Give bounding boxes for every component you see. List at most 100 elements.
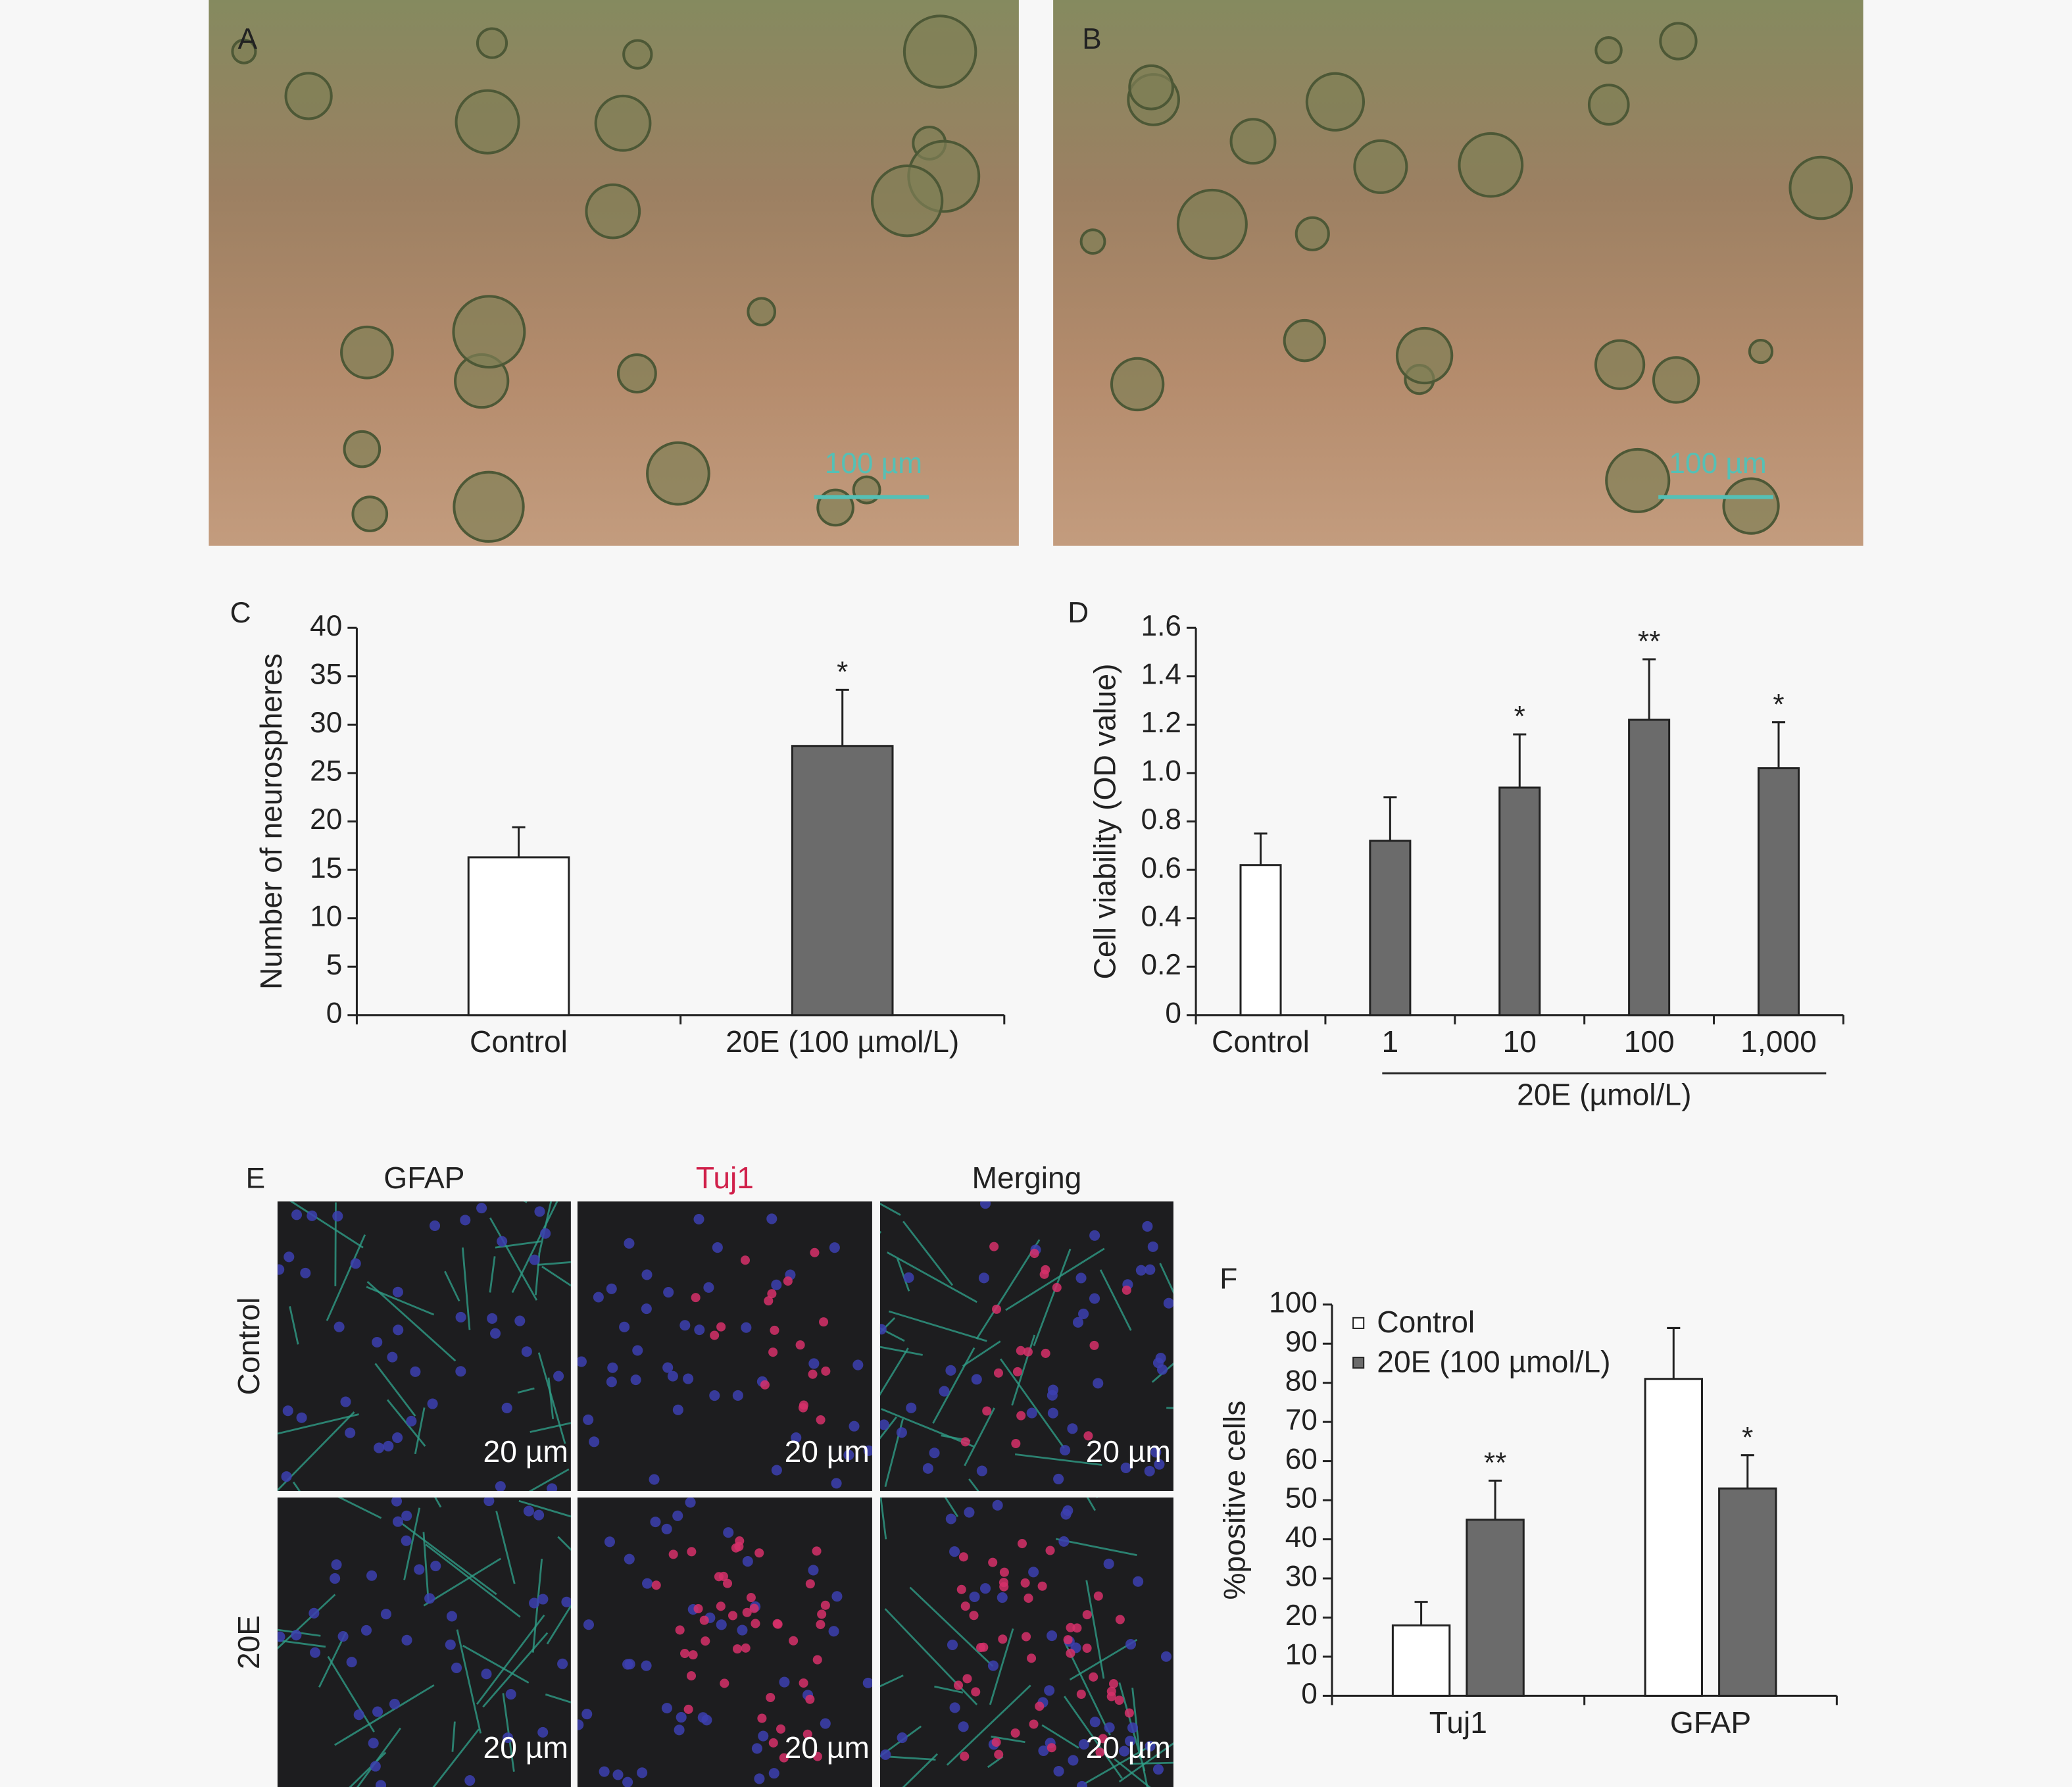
nucleus	[581, 1709, 593, 1720]
legend-label: Control	[1377, 1305, 1475, 1339]
neurosphere	[284, 72, 333, 120]
tuj1-cell	[821, 1366, 831, 1376]
nucleus	[624, 1553, 635, 1565]
y-tick-label: 0.6	[1141, 852, 1181, 884]
nucleus	[852, 1359, 864, 1371]
bar	[467, 856, 570, 1017]
y-tick-label: 70	[1285, 1404, 1318, 1436]
gfap-fiber	[423, 1557, 502, 1607]
y-axis-label: Cell viability (OD value)	[1088, 664, 1122, 980]
y-tick-label: 1.2	[1141, 707, 1181, 739]
nucleus	[768, 1768, 779, 1779]
nucleus	[604, 1536, 616, 1548]
tuj1-cell	[740, 1255, 751, 1265]
gfap-fiber	[530, 1422, 571, 1433]
nucleus	[929, 1447, 940, 1459]
scale-bar-label: 20 µm	[1086, 1434, 1171, 1469]
gfap-fiber	[944, 1498, 959, 1517]
tuj1-cell	[810, 1247, 820, 1257]
nucleus	[368, 1738, 379, 1749]
gfap-fiber	[502, 1693, 515, 1772]
nucleus	[808, 1565, 819, 1576]
nucleus	[330, 1573, 341, 1584]
nucleus	[969, 1591, 980, 1603]
nucleus	[1144, 1465, 1155, 1476]
tuj1-cell	[1108, 1679, 1119, 1689]
y-tick-label: 35	[310, 658, 342, 690]
neurosphere	[1652, 356, 1700, 404]
nucleus	[589, 1436, 600, 1447]
cells	[577, 1498, 872, 1787]
tuj1-cell	[1027, 1653, 1037, 1663]
nucleus	[979, 1201, 991, 1209]
nucleus	[540, 1228, 551, 1239]
nucleus	[346, 1657, 357, 1668]
bar	[1391, 1624, 1451, 1697]
bar	[1466, 1519, 1525, 1697]
tuj1-cell	[1082, 1610, 1092, 1620]
nucleus	[843, 1449, 854, 1461]
gfap-fiber	[962, 1340, 1001, 1367]
neurosphere	[340, 325, 394, 380]
scale-bar-label: 20 µm	[483, 1434, 568, 1469]
column-header: Tuj1	[696, 1161, 754, 1195]
gfap-fiber	[881, 1408, 975, 1447]
neurosphere	[1176, 188, 1248, 260]
tuj1-cell	[994, 1749, 1004, 1759]
nucleus	[296, 1412, 307, 1423]
nucleus	[537, 1594, 549, 1605]
neurosphere	[452, 295, 526, 369]
nucleus	[1135, 1265, 1147, 1276]
bar	[1239, 864, 1282, 1017]
nucleus	[1060, 1445, 1071, 1456]
y-tick-label: 60	[1285, 1443, 1318, 1475]
nucleus	[553, 1371, 564, 1382]
tuj1-cell	[1089, 1672, 1098, 1682]
y-tick-label: 0	[1301, 1678, 1318, 1710]
y-tick-label: 5	[326, 949, 343, 981]
gfap-fiber	[541, 1265, 571, 1287]
nucleus	[372, 1336, 383, 1348]
neurosphere	[455, 89, 520, 155]
nucleus	[401, 1510, 412, 1521]
nucleus	[1160, 1651, 1172, 1662]
gfap-fiber	[482, 1632, 549, 1708]
nucleus	[676, 1711, 687, 1723]
nucleus	[1124, 1736, 1136, 1747]
nucleus	[451, 1662, 462, 1673]
tuj1-cell	[1010, 1728, 1020, 1738]
cells	[879, 1201, 1173, 1492]
nucleus	[709, 1390, 720, 1401]
nucleus	[712, 1242, 723, 1253]
gfap-fiber	[557, 1536, 571, 1551]
tuj1-cell	[958, 1552, 968, 1562]
nucleus	[703, 1282, 714, 1293]
gfap-fiber	[1159, 1263, 1173, 1294]
nucleus	[694, 1324, 705, 1336]
panel-label: F	[1220, 1263, 1237, 1295]
nucleus	[389, 1698, 400, 1709]
nucleus	[1150, 1447, 1162, 1458]
tuj1-cell	[1035, 1701, 1045, 1711]
tuj1-cell	[1093, 1591, 1103, 1601]
nucleus	[1078, 1308, 1089, 1319]
y-tick-label: 40	[1285, 1521, 1318, 1553]
panel-label: C	[230, 597, 251, 629]
tuj1-cell	[710, 1330, 720, 1340]
scale-bar-label: 100 µm	[1669, 447, 1766, 480]
nucleus	[971, 1374, 982, 1385]
nucleus	[766, 1213, 777, 1224]
tuj1-cell	[1012, 1367, 1023, 1376]
tuj1-cell	[699, 1615, 709, 1625]
tuj1-cell	[1089, 1340, 1099, 1350]
y-tick-label: 0.4	[1141, 900, 1181, 932]
gfap-fiber	[537, 1261, 571, 1266]
nucleus	[1068, 1755, 1079, 1766]
neurosphere	[902, 14, 977, 89]
nucleus	[1145, 1740, 1156, 1751]
nucleus	[1152, 1764, 1164, 1775]
tuj1-cell	[720, 1678, 729, 1688]
nucleus	[945, 1365, 956, 1376]
gfap-fiber	[547, 1377, 555, 1419]
